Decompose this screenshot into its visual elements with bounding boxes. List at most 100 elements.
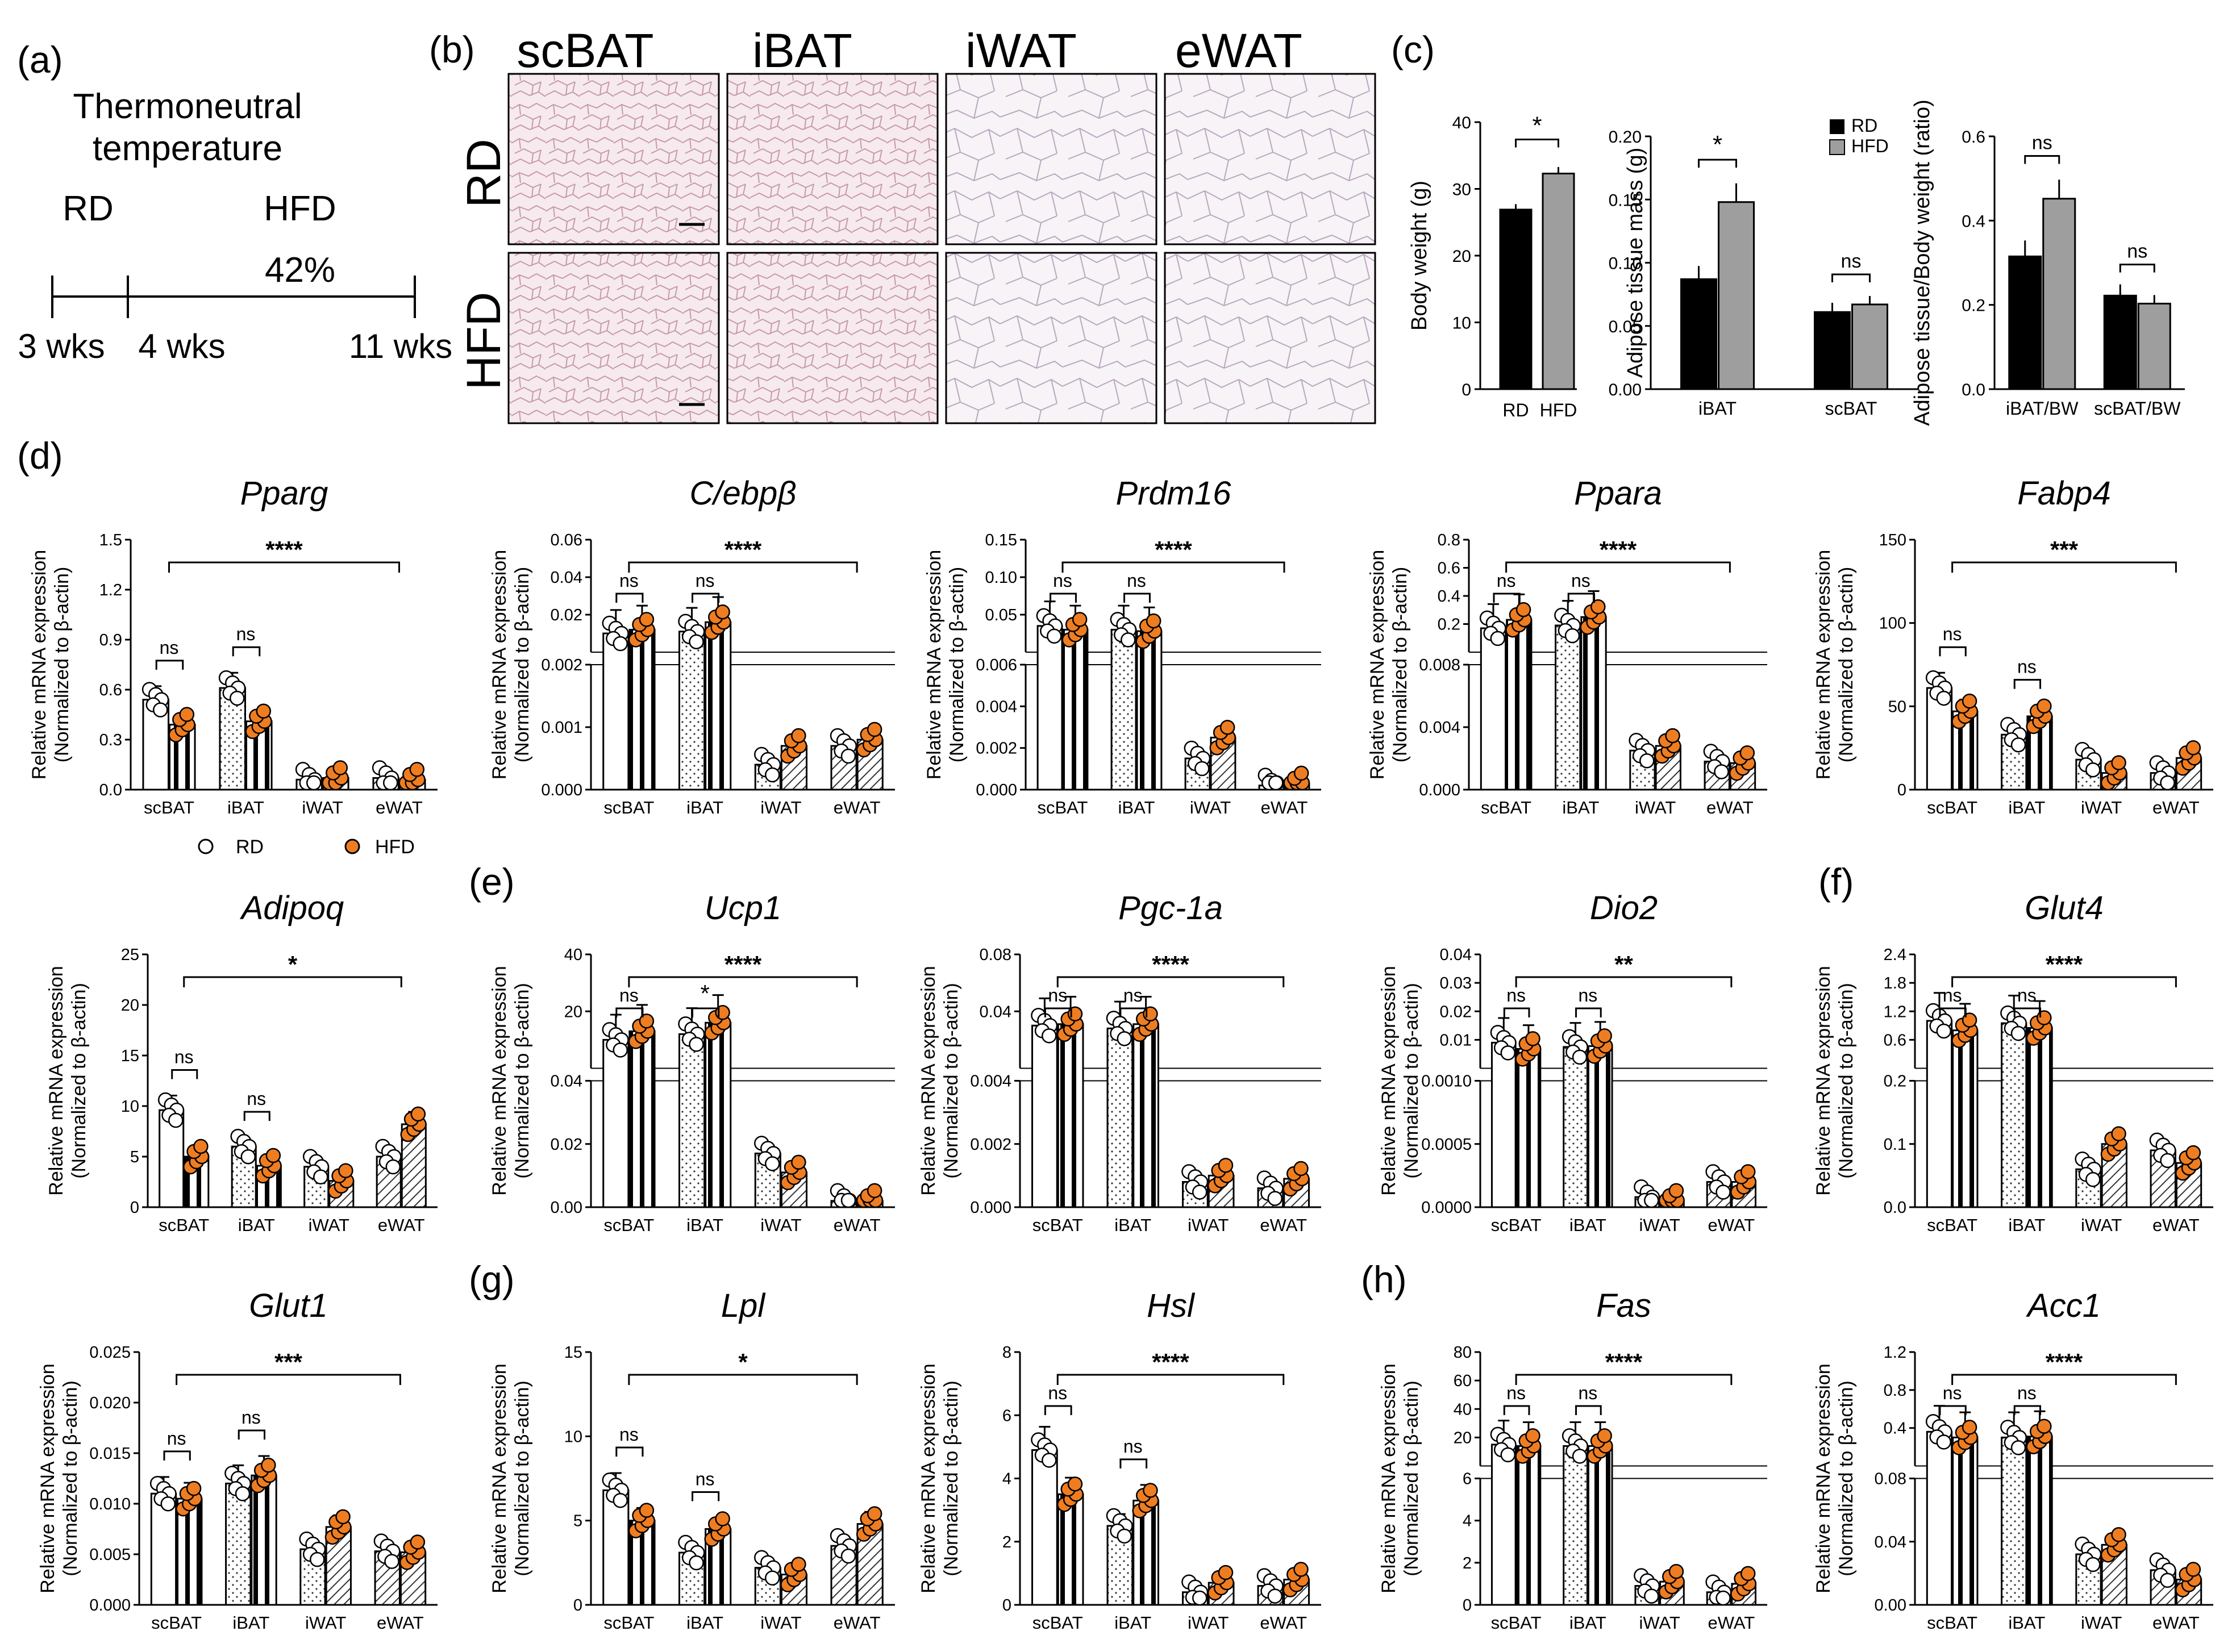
c-bar-hfd-iBAT/BW xyxy=(2042,198,2076,390)
c-chart-1-tick-label: 0.20 xyxy=(1609,128,1642,147)
point-hfd-eWAT xyxy=(867,1506,882,1521)
point-rd-eWAT xyxy=(382,775,398,791)
point-hfd-iWAT xyxy=(2111,1126,2126,1141)
pair-sig-label: * xyxy=(700,980,709,1007)
pair-sig-bracket xyxy=(1123,593,1151,603)
pair-sig-bracket xyxy=(232,646,261,657)
bar-hfd-scBAT xyxy=(1062,628,1089,791)
gene-chart-tick-label: 150 xyxy=(1879,531,1906,549)
panel-c-letter: (c) xyxy=(1391,28,1435,70)
gene-chart-ylabel-line1: Relative mRNA expression xyxy=(45,966,67,1195)
gene-chart-tick-label: 0.002 xyxy=(976,740,1017,758)
gene-chart-tick-label: 0.6 xyxy=(99,681,122,699)
point-hfd-scBAT xyxy=(639,1013,655,1029)
pair-sig-bracket xyxy=(1044,1405,1072,1415)
gene-chart-ylabel-line2: (Normalized to β-actin) xyxy=(68,983,90,1179)
gene-chart-xtick-label: scBAT xyxy=(1032,1215,1083,1235)
gene-chart-tick-label: 0.06 xyxy=(551,531,582,549)
gene-chart-xtick-label: iWAT xyxy=(2081,1215,2122,1235)
point-hfd-iBAT xyxy=(1143,1483,1158,1498)
pair-sig-bracket xyxy=(243,1111,270,1121)
overall-sig-bracket xyxy=(1951,976,2177,987)
c-chart-2-ylabel: Adipose tissue/Body weight (ratio) xyxy=(1910,99,1934,426)
pair-sig-bracket xyxy=(1503,1405,1530,1415)
gene-chart-tick-label: 10 xyxy=(564,1428,582,1446)
point-rd-scBAT xyxy=(613,1493,628,1508)
gene-chart-tick-label: 0.0005 xyxy=(1421,1136,1472,1154)
point-hfd-iBAT xyxy=(1590,599,1606,615)
overall-sig-label: **** xyxy=(1605,1349,1643,1375)
bar-rd-scBAT xyxy=(1490,1041,1517,1208)
pair-sig-bracket xyxy=(1939,1405,1967,1415)
pair-sig-bracket xyxy=(155,660,184,670)
c-bar-rd-iBAT xyxy=(1680,278,1717,390)
overall-sig-bracket xyxy=(168,561,400,573)
overall-sig-bracket xyxy=(628,976,858,987)
gene-chart-xtick-label: eWAT xyxy=(378,1215,425,1235)
gene-chart-ylabel-line2: (Normalized to β-actin) xyxy=(511,1380,533,1576)
c-sig-label: * xyxy=(1713,131,1722,158)
panel-a-letter: (a) xyxy=(17,39,63,81)
point-rd-eWAT xyxy=(840,1192,856,1208)
point-hfd-scBAT xyxy=(193,1138,209,1154)
pair-sig-label: ns xyxy=(236,624,256,644)
bar-hfd-iBAT xyxy=(1132,1023,1159,1208)
gene-chart-tick-label: 0.03 xyxy=(1440,974,1472,992)
gene-chart-tick-label: 0.3 xyxy=(99,731,122,749)
gene-chart-tick-label: 0 xyxy=(1897,781,1906,799)
panel-d-legend: RD HFD xyxy=(198,836,415,858)
pair-sig-bracket xyxy=(1119,1007,1148,1017)
gene-chart-xtick-label: scBAT xyxy=(159,1215,209,1235)
gene-chart-xtick-label: iBAT xyxy=(238,1215,275,1235)
gene-chart-xtick-label: iWAT xyxy=(302,798,343,817)
gene-chart-ylabel-line2: (Normalized to β-actin) xyxy=(1835,567,1857,763)
gene-chart-xtick-label: scBAT xyxy=(1491,1613,1542,1633)
gene-chart-xtick-label: eWAT xyxy=(834,798,881,817)
gene-chart-tick-label: 2.4 xyxy=(1884,946,1906,964)
gene-chart-tick-label: 5 xyxy=(573,1512,582,1530)
gene-chart-tick-label: 0.0 xyxy=(1884,1199,1906,1217)
gene-chart-tick-label: 40 xyxy=(1454,1400,1472,1419)
c-chart-0-tick-label: 10 xyxy=(1452,314,1471,333)
gene-chart-ylabel-line1: Relative mRNA expression xyxy=(923,550,945,779)
point-rd-iBAT xyxy=(689,634,704,649)
gene-chart-tick-label: 0.04 xyxy=(1875,1533,1906,1551)
pair-sig-label: ns xyxy=(1048,985,1067,1006)
gene-chart-xtick-label: scBAT xyxy=(603,798,654,817)
c-chart-1-tick-label: 0.00 xyxy=(1609,381,1642,399)
gene-chart-xtick-label: scBAT xyxy=(1038,798,1088,817)
gene-chart-6: 0.00 0.02 0.04 20 40 Relative mRNA expression… xyxy=(489,890,895,1235)
gene-chart-9: 0.0 0.1 0.2 0.6 1.2 1.8 2.4 Relative mRNA expre… xyxy=(1813,890,2213,1235)
pair-sig-label: ns xyxy=(1943,985,1962,1006)
point-hfd-scBAT xyxy=(186,1480,202,1496)
bar-hfd-iBAT xyxy=(1587,1045,1613,1208)
timeline-label-4wks: 4 wks xyxy=(138,327,225,365)
c-chart-1-ylabel: Adipose tissue mass (g) xyxy=(1623,148,1647,378)
gene-chart-xtick-label: scBAT xyxy=(151,1613,202,1633)
gene-chart-tick-label: 0.04 xyxy=(551,569,582,587)
c-chart-1-tick-label: 0.05 xyxy=(1609,318,1642,336)
legend-d-rd-marker xyxy=(198,838,214,854)
gene-chart-tick-label: 0.004 xyxy=(970,1073,1011,1091)
gene-chart-xtick-label: iWAT xyxy=(2081,1613,2122,1633)
gene-chart-tick-label: 0.02 xyxy=(551,1136,582,1154)
bar-rd-iBAT xyxy=(678,1033,706,1208)
gene-chart-tick-label: 0.004 xyxy=(976,698,1017,716)
gene-chart-tick-label: 0.006 xyxy=(976,656,1017,674)
overall-sig-label: * xyxy=(738,1349,748,1375)
bar-rd-iBAT xyxy=(1110,628,1137,791)
gene-chart-tick-label: 60 xyxy=(1454,1372,1472,1390)
gene-chart-8: 0.0000 0.0005 0.0010 0.01 0.02 0.03 0.04 Relati… xyxy=(1378,890,1767,1235)
overall-sig-bracket xyxy=(176,1374,401,1385)
gene-chart-tick-label: 0.2 xyxy=(1438,616,1460,634)
c-xtick-label: iBAT xyxy=(1698,398,1737,419)
point-rd-eWAT xyxy=(1268,775,1284,791)
gene-chart-xtick-label: iWAT xyxy=(1639,1613,1680,1633)
gene-chart-tick-label: 0.04 xyxy=(980,1003,1011,1021)
point-hfd-eWAT xyxy=(410,1106,426,1122)
c-bar-hfd-scBAT/BW xyxy=(2137,302,2171,390)
bar-hfd-scBAT xyxy=(628,1030,656,1208)
point-hfd-iWAT xyxy=(1219,720,1235,735)
gene-chart-tick-label: 0 xyxy=(1002,1596,1011,1615)
histology-img-rd-iBAT xyxy=(726,73,939,245)
